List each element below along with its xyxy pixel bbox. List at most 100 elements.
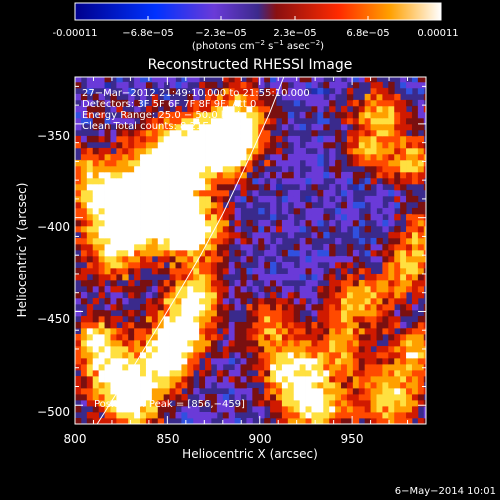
heatmap-cell — [86, 237, 94, 245]
heatmap-cell — [382, 303, 389, 311]
heatmap-cell — [210, 315, 218, 323]
heatmap-cell — [157, 315, 165, 323]
heatmap-cell — [216, 255, 224, 263]
heatmap-cell — [252, 147, 259, 155]
heatmap-cell — [210, 291, 218, 299]
heatmap-cell — [145, 315, 153, 323]
heatmap-cell — [181, 165, 188, 173]
heatmap-cell — [181, 141, 188, 149]
heatmap-cell — [323, 309, 330, 317]
heatmap-cell — [157, 412, 165, 419]
heatmap-cell — [210, 243, 218, 251]
heatmap-cell — [270, 291, 277, 299]
heatmap-cell — [406, 195, 413, 203]
heatmap-cell — [134, 255, 141, 263]
heatmap-cell — [128, 327, 135, 335]
heatmap-cell — [411, 393, 419, 401]
heatmap-cell — [406, 141, 413, 149]
heatmap-cell — [187, 279, 194, 287]
heatmap-cell — [86, 321, 94, 329]
heatmap-cell — [382, 321, 389, 329]
heatmap-cell — [258, 129, 265, 137]
heatmap-cell — [110, 285, 117, 293]
heatmap-cell — [323, 412, 330, 419]
heatmap-cell — [270, 147, 277, 155]
heatmap-cell — [406, 111, 413, 119]
heatmap-cell — [228, 231, 236, 239]
heatmap-cell — [311, 183, 318, 191]
heatmap-cell — [205, 303, 212, 311]
heatmap-cell — [270, 333, 277, 341]
heatmap-cell — [222, 243, 230, 251]
heatmap-cell — [411, 327, 419, 335]
heatmap-cell — [335, 81, 342, 89]
heatmap-cell — [370, 255, 377, 263]
heatmap-cell — [175, 375, 182, 383]
heatmap-cell — [423, 117, 426, 125]
heatmap-cell — [175, 141, 182, 149]
heatmap-cell — [287, 333, 295, 341]
heatmap-cell — [311, 171, 318, 179]
heatmap-cell — [98, 357, 105, 365]
heatmap-cell — [341, 375, 348, 383]
heatmap-cell — [317, 363, 324, 371]
heatmap-cell — [275, 405, 283, 413]
heatmap-cell — [275, 279, 283, 287]
heatmap-cell — [364, 412, 371, 419]
heatmap-cell — [252, 363, 259, 371]
heatmap-cell — [216, 87, 224, 95]
heatmap-cell — [205, 159, 212, 167]
heatmap-cell — [181, 81, 188, 89]
heatmap-cell — [110, 279, 117, 287]
heatmap-cell — [86, 177, 94, 185]
heatmap-cell — [140, 333, 147, 341]
heatmap-cell — [376, 249, 383, 257]
heatmap-cell — [122, 213, 129, 221]
heatmap-cell — [305, 81, 312, 89]
heatmap-cell — [187, 225, 194, 233]
heatmap-cell — [128, 357, 135, 365]
heatmap-cell — [417, 117, 425, 125]
heatmap-cell — [80, 351, 88, 359]
heatmap-cell — [406, 231, 413, 239]
heatmap-cell — [86, 285, 94, 293]
heatmap-cell — [104, 339, 111, 347]
heatmap-cell — [400, 165, 407, 173]
heatmap-cell — [281, 171, 289, 179]
heatmap-cell — [305, 412, 312, 419]
heatmap-cell — [311, 363, 318, 371]
heatmap-cell — [293, 81, 301, 89]
heatmap-cell — [110, 303, 117, 311]
heatmap-cell — [417, 255, 425, 263]
heatmap-cell — [104, 153, 111, 161]
heatmap-cell — [406, 81, 413, 89]
heatmap-cell — [134, 77, 141, 83]
heatmap-cell — [98, 291, 105, 299]
heatmap-cell — [346, 147, 354, 155]
heatmap-cell — [287, 375, 295, 383]
heatmap-cell — [210, 219, 218, 227]
heatmap-cell — [323, 135, 330, 143]
heatmap-cell — [181, 339, 188, 347]
heatmap-cell — [128, 418, 135, 424]
heatmap-cell — [80, 135, 88, 143]
heatmap-cell — [175, 285, 182, 293]
heatmap-cell — [222, 393, 230, 401]
heatmap-cell — [252, 123, 259, 131]
heatmap-cell — [388, 237, 395, 245]
heatmap-cell — [75, 201, 82, 209]
heatmap-cell — [358, 219, 366, 227]
heatmap-cell — [417, 237, 425, 245]
heatmap-cell — [346, 87, 354, 95]
heatmap-cell — [382, 255, 389, 263]
heatmap-cell — [299, 351, 306, 359]
heatmap-cell — [252, 309, 259, 317]
heatmap-cell — [151, 249, 159, 257]
heatmap-cell — [98, 363, 105, 371]
heatmap-cell — [329, 225, 336, 233]
heatmap-cell — [116, 189, 123, 197]
heatmap-cell — [335, 399, 342, 407]
heatmap-cell — [246, 393, 253, 401]
heatmap-cell — [323, 255, 330, 263]
heatmap-cell — [157, 195, 165, 203]
